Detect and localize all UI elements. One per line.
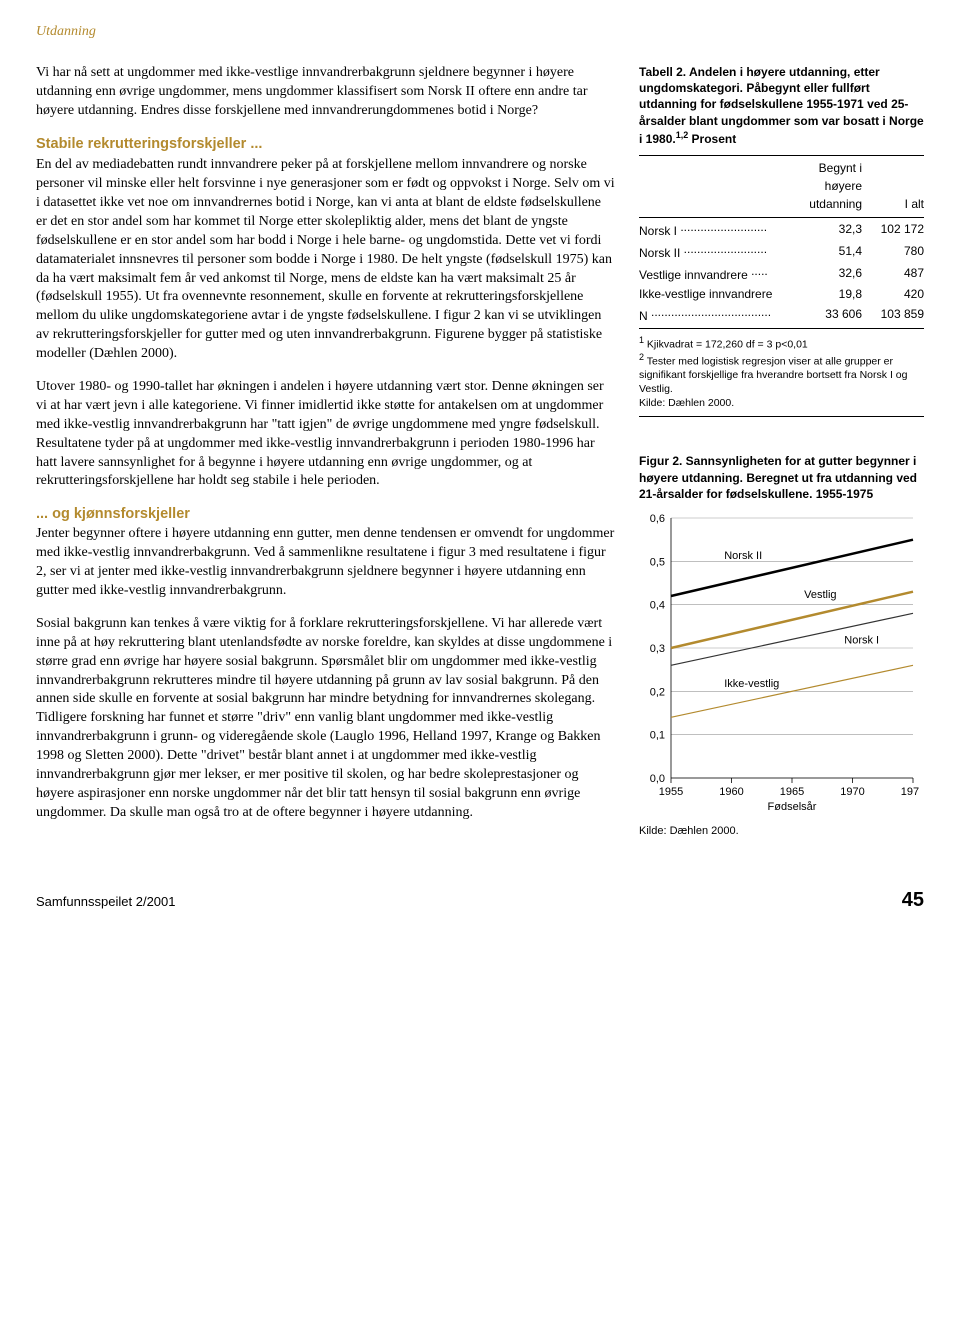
col3-header: I alt (862, 195, 924, 217)
main-column: Vi har nå sett at ungdommer med ikke-ves… (36, 64, 615, 839)
table-title: Tabell 2. Andelen i høyere utdanning, et… (639, 64, 924, 147)
footer-page-number: 45 (902, 889, 924, 912)
table-row: Norsk II .........................51,478… (639, 240, 924, 262)
svg-text:0,3: 0,3 (650, 643, 665, 655)
figure-title: Figur 2. Sannsynligheten for at gutter b… (639, 453, 924, 502)
footer-issue: Samfunnsspeilet 2/2001 (36, 894, 175, 909)
svg-text:1970: 1970 (840, 786, 864, 798)
svg-text:Vestlig: Vestlig (804, 589, 836, 601)
svg-text:0,5: 0,5 (650, 556, 665, 568)
page-footer: Samfunnsspeilet 2/2001 45 (36, 889, 924, 912)
page-layout: Vi har nå sett at ungdommer med ikke-ves… (36, 64, 924, 839)
svg-text:0,6: 0,6 (650, 513, 665, 525)
svg-text:Norsk II: Norsk II (724, 550, 762, 562)
svg-text:1975: 1975 (901, 786, 919, 798)
svg-text:Norsk I: Norsk I (844, 635, 879, 647)
svg-text:1965: 1965 (780, 786, 804, 798)
table-notes: 1 Kjikvadrat = 172,260 df = 3 p<0,01 2 T… (639, 335, 924, 417)
col2-l3: utdanning (786, 195, 862, 217)
svg-text:0,1: 0,1 (650, 730, 665, 742)
table-2: Begynt i høyere utdanningI alt Norsk I .… (639, 155, 924, 329)
col2-l1: Begynt i (786, 155, 862, 177)
figure-2-chart: 0,0 0,1 0,2 0,3 0,4 0,5 0,6 1955 1960 1965 1970 197… (639, 512, 919, 812)
svg-text:0,0: 0,0 (650, 773, 665, 785)
section2-body: Jenter begynner oftere i høyere utdannin… (36, 525, 615, 601)
table-row: Norsk I ..........................32,310… (639, 217, 924, 240)
section-header: Utdanning (36, 24, 924, 40)
paragraph-2: Utover 1980- og 1990-tallet har økningen… (36, 378, 615, 491)
side-column: Tabell 2. Andelen i høyere utdanning, et… (639, 64, 924, 839)
figure-source: Kilde: Dæhlen 2000. (639, 824, 924, 839)
svg-text:Fødselsår: Fødselsår (768, 801, 817, 812)
section1-heading: Stabile rekrutteringsforskjeller ... (36, 135, 615, 155)
svg-text:1955: 1955 (659, 786, 683, 798)
svg-text:1960: 1960 (719, 786, 743, 798)
svg-text:0,2: 0,2 (650, 686, 665, 698)
section2-heading: ... og kjønnsforskjeller (36, 506, 190, 522)
svg-text:0,4: 0,4 (650, 600, 665, 612)
section1-body: En del av mediadebatten rundt innvandrer… (36, 156, 615, 364)
table-row: Vestlige innvandrere .....32,6487 (639, 262, 924, 284)
table-row: Ikke-vestlige innvandrere 19,8420 (639, 285, 924, 303)
paragraph-3: Sosial bakgrunn kan tenkes å være viktig… (36, 615, 615, 823)
table-source: Kilde: Dæhlen 2000. (639, 397, 734, 409)
table-row: N ....................................33… (639, 303, 924, 329)
intro-paragraph: Vi har nå sett at ungdommer med ikke-ves… (36, 64, 615, 121)
svg-text:Ikke-vestlig: Ikke-vestlig (724, 678, 779, 690)
col2-l2: høyere (786, 177, 862, 195)
